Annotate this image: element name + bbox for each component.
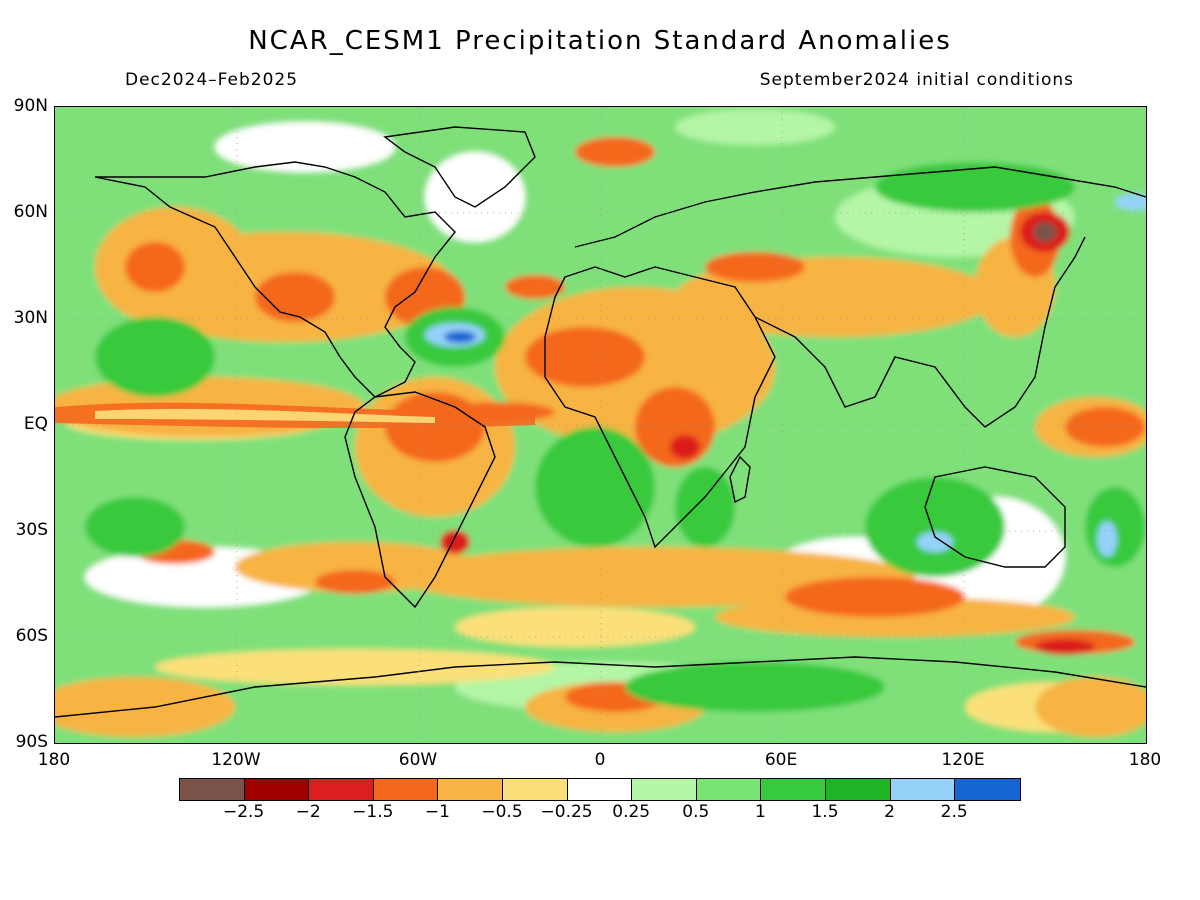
colorbar-tick-label: −1 [424, 802, 450, 822]
anomaly-map-svg [55, 107, 1146, 743]
colorbar-swatch [890, 779, 956, 800]
lat-label-90s: 90S [15, 732, 48, 752]
colorbar-swatch [309, 779, 374, 800]
colorbar-swatch [567, 779, 633, 800]
anomaly-map [54, 106, 1147, 744]
colorbar-tick-label: 1.5 [811, 802, 839, 822]
lat-label-30n: 30N [13, 308, 48, 328]
colorbar-swatch [244, 779, 310, 800]
initial-conditions: September2024 initial conditions [759, 70, 1074, 90]
lat-label-30s: 30S [15, 520, 48, 540]
colorbar-tick-label: −1.5 [352, 802, 394, 822]
colorbar-tick-label: −0.25 [540, 802, 593, 822]
lon-label-180w: 180 [37, 750, 71, 770]
lat-label-90n: 90N [13, 96, 48, 116]
colorbar-swatch [696, 779, 762, 800]
colorbar-swatch [438, 779, 503, 800]
lat-label-60s: 60S [15, 626, 48, 646]
gridlines [55, 107, 1146, 743]
lon-label-120e: 120E [941, 750, 985, 770]
colorbar-swatch [761, 779, 826, 800]
lon-label-180e: 180 [1128, 750, 1162, 770]
colorbar-tick-label: 0.5 [682, 802, 710, 822]
colorbar-swatch [502, 779, 568, 800]
colorbar-swatch [373, 779, 439, 800]
colorbar-tick-label: −0.5 [481, 802, 523, 822]
colorbar-tick-label: −2 [295, 802, 321, 822]
colorbar-swatch [955, 779, 1020, 800]
lon-label-60w: 60W [398, 750, 438, 770]
chart-title: NCAR_CESM1 Precipitation Standard Anomal… [248, 26, 952, 56]
colorbar-swatch [825, 779, 891, 800]
lon-label-120w: 120W [211, 750, 261, 770]
colorbar-swatch [632, 779, 697, 800]
forecast-period: Dec2024–Feb2025 [125, 70, 299, 90]
lat-label-60n: 60N [13, 202, 48, 222]
colorbar-tick-label: −2.5 [222, 802, 265, 822]
colorbar-tick-label: 0.25 [612, 802, 651, 822]
colorbar-swatch [180, 779, 245, 800]
colorbar-tick-label: 1 [754, 802, 766, 822]
lon-label-60e: 60E [764, 750, 798, 770]
lat-label-eq: EQ [23, 414, 48, 434]
colorbar-tick-label: 2 [884, 802, 895, 822]
coastlines [55, 126, 1146, 718]
colorbar-tick-label: 2.5 [940, 802, 968, 822]
colorbar [179, 778, 1021, 801]
lon-label-0: 0 [594, 750, 606, 770]
